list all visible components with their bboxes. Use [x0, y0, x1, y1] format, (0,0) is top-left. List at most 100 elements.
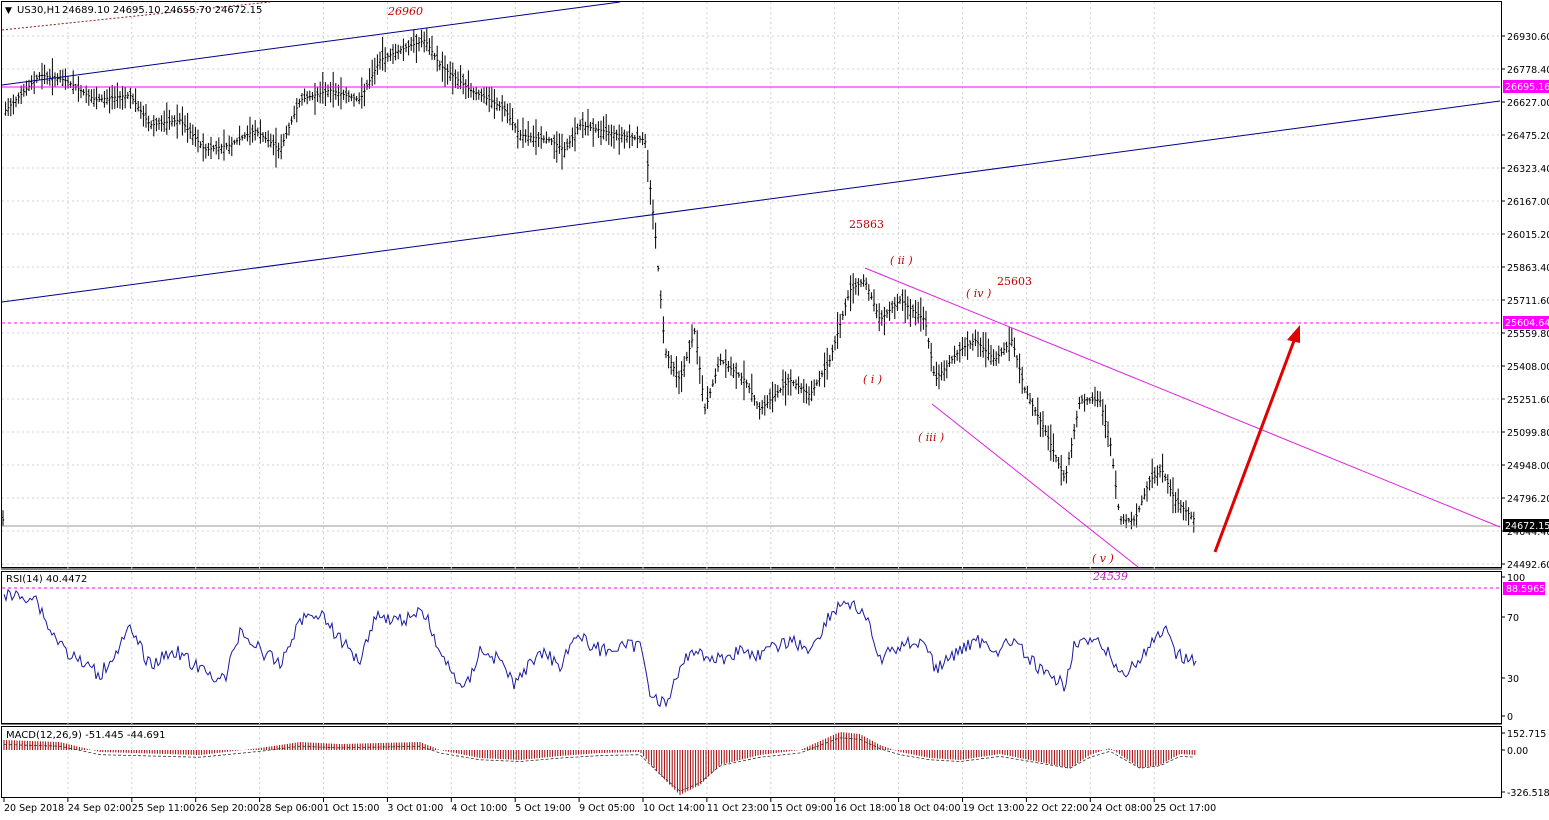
- price-bar: [859, 279, 863, 288]
- price-tick-label: 25559.80: [1507, 329, 1549, 340]
- rsi-tick-label: 0: [1507, 712, 1513, 723]
- rsi-panel-frame: [1, 571, 1502, 724]
- price-bar: [207, 142, 210, 156]
- price-bar: [204, 143, 207, 159]
- price-bar: [186, 112, 189, 143]
- price-bar: [290, 116, 293, 125]
- price-bar: [657, 265, 660, 272]
- price-bar: [766, 395, 769, 409]
- price-bar: [966, 331, 969, 360]
- price-bar: [142, 105, 145, 127]
- price-bar: [155, 117, 158, 132]
- macd-signal-line: [3, 737, 1195, 792]
- price-bar: [930, 342, 933, 372]
- price-bar: [742, 360, 746, 401]
- price-bar: [1091, 392, 1094, 404]
- price-bar: [1000, 347, 1003, 357]
- price-bar: [865, 277, 868, 290]
- price-bar: [862, 274, 865, 287]
- price-bar: [597, 121, 600, 139]
- price-bar: [568, 135, 571, 149]
- price-bar: [116, 82, 119, 108]
- macd-tick-label: 152.715: [1507, 729, 1546, 740]
- price-bar: [225, 142, 228, 150]
- price-bar: [836, 312, 839, 349]
- price-bar: [428, 38, 431, 55]
- price-bar: [831, 344, 834, 361]
- price-bar: [589, 122, 592, 131]
- price-bar: [776, 384, 779, 398]
- price-bar: [1031, 398, 1034, 416]
- price-bar: [870, 292, 873, 300]
- price-bar: [654, 222, 657, 249]
- price-bar: [722, 360, 725, 365]
- price-bar: [935, 361, 938, 387]
- channel-upper-line[interactable]: [1, 1, 621, 86]
- dotted-trend-line[interactable]: [1, 1, 271, 31]
- projection-arrow[interactable]: [1213, 325, 1300, 553]
- price-bar: [953, 345, 956, 364]
- price-bar: [771, 381, 774, 413]
- price-bar: [241, 134, 244, 141]
- price-bar: [748, 383, 751, 394]
- price-bar: [719, 353, 722, 366]
- price-tick-label: 25408.00: [1507, 362, 1549, 373]
- price-bar: [1101, 399, 1104, 426]
- price-bar: [295, 98, 298, 123]
- price-bar: [1023, 386, 1026, 394]
- price-bar: [1164, 473, 1167, 482]
- price-bar: [404, 43, 408, 53]
- price-bar: [394, 43, 397, 61]
- price-bar: [750, 373, 753, 402]
- time-tick-label: 9 Oct 05:00: [579, 803, 635, 814]
- price-bar: [482, 87, 486, 104]
- price-bar: [503, 101, 506, 117]
- price-bar: [459, 65, 462, 90]
- price-bar: [1047, 425, 1050, 451]
- price-axis: 26930.60 26778.40 26627.00 26475.20 26323.40…: [1501, 32, 1549, 571]
- price-bar: [212, 145, 215, 152]
- label-wave-v: ( v ): [1092, 552, 1114, 565]
- time-tick-label: 3 Oct 01:00: [387, 803, 443, 814]
- time-tick-label: 11 Oct 23:00: [707, 803, 769, 814]
- price-bar: [1174, 492, 1177, 514]
- price-bar: [350, 93, 353, 102]
- price-bar: [833, 335, 837, 351]
- price-bar: [261, 132, 265, 143]
- price-bar: [129, 87, 132, 109]
- price-bar: [917, 301, 920, 324]
- price-bar: [553, 134, 556, 159]
- rsi-tag: 88.5965: [1503, 582, 1545, 595]
- channel-lower-line[interactable]: [1, 100, 1501, 303]
- price-bar: [1119, 515, 1123, 525]
- price-bar: [628, 124, 631, 149]
- label-wave-iv: ( iv ): [966, 287, 991, 300]
- price-bar: [768, 388, 772, 410]
- price-bar: [4, 101, 7, 116]
- wedge-lower-line[interactable]: [931, 403, 1139, 568]
- main-panel-frame: [1, 1, 1502, 568]
- price-bar: [623, 129, 626, 149]
- price-bar: [9, 98, 12, 117]
- price-bar: [1138, 505, 1141, 513]
- price-bar: [737, 372, 740, 378]
- price-bars: [1, 27, 1195, 533]
- price-bar: [774, 383, 777, 402]
- price-bar: [1104, 404, 1107, 439]
- svg-text:25604.64: 25604.64: [1505, 318, 1549, 329]
- price-bar: [727, 360, 730, 372]
- price-bar: [376, 54, 379, 75]
- time-tick-label: 15 Oct 09:00: [771, 803, 833, 814]
- wedge-upper-line[interactable]: [864, 267, 1501, 528]
- price-bar: [820, 370, 824, 378]
- time-tick-label: 26 Sep 20:00: [196, 803, 259, 814]
- price-bar: [958, 342, 961, 363]
- price-bar: [927, 337, 930, 349]
- chart-menu-arrow[interactable]: ▼: [5, 6, 12, 16]
- price-bar: [176, 104, 179, 139]
- price-bar: [191, 124, 194, 146]
- price-bar: [781, 369, 785, 396]
- price-bar: [17, 92, 20, 104]
- price-bar: [495, 97, 499, 111]
